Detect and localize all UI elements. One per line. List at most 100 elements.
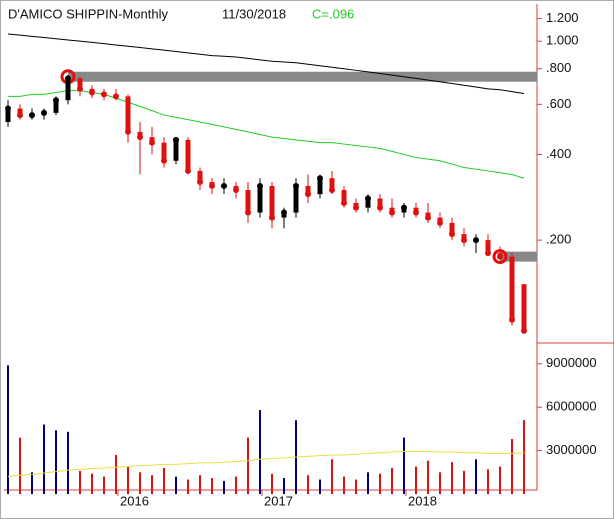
candle-body [269, 185, 275, 218]
close-dot [269, 214, 275, 221]
moving-average [7, 33, 525, 94]
volume-bar [211, 478, 213, 494]
close-dot [293, 182, 299, 189]
close-dot [125, 128, 131, 135]
candle-body [197, 170, 203, 183]
y-tick-label: .400 [546, 146, 571, 161]
volume-bar [463, 470, 465, 494]
volume-bar [115, 454, 117, 494]
volume-bar [67, 431, 69, 494]
volume-tick-label: 9000000 [546, 355, 597, 370]
volume-bar [523, 420, 525, 494]
candle-body [161, 142, 167, 161]
volume-bar [19, 437, 21, 494]
close-dot [233, 186, 239, 193]
volume-bar [31, 472, 33, 494]
close-dot [65, 75, 71, 82]
volume-bar [283, 478, 285, 494]
volume-bar [331, 459, 333, 494]
y-tick-label: 1.200 [546, 10, 579, 25]
candle-body [257, 185, 263, 213]
candle-body [305, 185, 311, 195]
volume-bar [319, 479, 321, 494]
candle-body [293, 185, 299, 213]
close-dot [389, 209, 395, 216]
volume-bar [379, 473, 381, 494]
volume-bar [223, 480, 225, 494]
close-dot [53, 97, 59, 104]
volume-bar [139, 472, 141, 494]
close-dot [329, 186, 335, 193]
x-tick-label: 2016 [120, 493, 149, 508]
volume-bar [343, 476, 345, 494]
volume-bar [511, 439, 513, 494]
volume-bar [403, 437, 405, 494]
volume-bar [43, 424, 45, 494]
volume-bar [175, 476, 177, 494]
volume-bar [187, 479, 189, 494]
close-dot [377, 204, 383, 211]
close-dot [401, 204, 407, 211]
level-band [68, 71, 537, 82]
candle-body [317, 178, 323, 195]
close-dot [461, 237, 467, 244]
close-dot [221, 182, 227, 189]
volume-bar [427, 460, 429, 494]
candle-body [185, 139, 191, 171]
close-dot [173, 136, 179, 143]
chart-title: D'AMICO SHIPPIN-Monthly [8, 6, 168, 21]
candle-body [509, 256, 515, 320]
candle-body [365, 198, 371, 208]
y-tick-label: 1.000 [546, 33, 579, 48]
volume-bar [103, 476, 105, 494]
close-dot [341, 200, 347, 207]
candle-body [449, 222, 455, 235]
close-dot [437, 219, 443, 226]
close-dot [473, 237, 479, 244]
candle-body [485, 240, 491, 254]
close-dot [5, 105, 11, 112]
close-dot [365, 195, 371, 202]
volume-bar [55, 430, 57, 494]
candle-body [461, 234, 467, 241]
volume-bar [271, 473, 273, 494]
close-dot [353, 204, 359, 211]
volume-average [7, 450, 525, 478]
close-dot [77, 85, 83, 92]
close-dot [197, 179, 203, 186]
close-dot [149, 139, 155, 146]
volume-bar [7, 365, 9, 494]
volume-bar [451, 462, 453, 494]
volume-bar [127, 466, 129, 494]
close-dot [509, 316, 515, 323]
close-dot [209, 182, 215, 189]
volume-bar [199, 475, 201, 494]
candle-body [77, 78, 83, 89]
candle-body [329, 178, 335, 190]
close-dot [17, 112, 23, 119]
volume-bar [391, 467, 393, 494]
volume-bar [415, 466, 417, 494]
volume-bar [355, 479, 357, 494]
close-dot [521, 327, 527, 334]
y-tick-label: .200 [546, 232, 571, 247]
candle-body [125, 96, 131, 132]
close-dot [89, 89, 95, 96]
candle-body [341, 189, 347, 204]
volume-bar [439, 472, 441, 494]
y-tick-label: .800 [546, 60, 571, 75]
x-tick-label: 2017 [264, 493, 293, 508]
volume-bar [307, 475, 309, 494]
close-dot [281, 209, 287, 216]
candle-body [245, 189, 251, 213]
close-dot [317, 175, 323, 182]
close-label: C=.096 [312, 6, 354, 21]
level-band [500, 251, 537, 262]
candle-body [53, 100, 59, 113]
date-label: 11/30/2018 [222, 6, 286, 21]
volume-tick-label: 6000000 [546, 399, 597, 414]
close-dot [305, 191, 311, 198]
candle-body [65, 78, 71, 101]
volume-bar [247, 437, 249, 494]
